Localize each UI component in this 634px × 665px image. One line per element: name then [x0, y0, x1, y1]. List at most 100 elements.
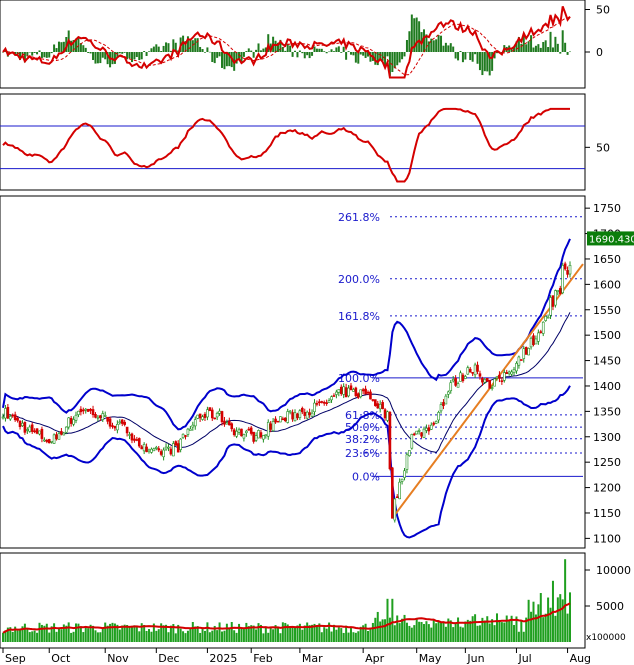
- candle-body: [461, 374, 465, 382]
- candle-body: [434, 421, 438, 424]
- macd-histogram-bar: [96, 52, 99, 64]
- macd-histogram-bar: [84, 47, 87, 52]
- candle-body: [159, 451, 163, 455]
- macd-histogram-bar: [191, 40, 194, 52]
- volume-bar: [269, 627, 272, 642]
- macd-histogram-bar: [189, 39, 192, 52]
- volume-bar: [381, 619, 384, 642]
- candle-body: [106, 416, 109, 422]
- macd-histogram-bar: [452, 46, 455, 52]
- volume-bar: [203, 630, 206, 642]
- candle-body: [369, 391, 372, 400]
- macd-histogram-bar: [16, 52, 19, 56]
- macd-histogram-bar: [228, 52, 231, 67]
- volume-bar: [498, 619, 501, 642]
- macd-histogram-bar: [79, 43, 82, 52]
- volume-bar: [213, 625, 216, 642]
- volume-bar: [240, 628, 243, 642]
- macd-histogram-bar: [213, 52, 216, 64]
- rsi-line: [2, 107, 570, 183]
- candle-body: [356, 393, 360, 398]
- volume-panel: 10000 5000 x100000: [2, 559, 631, 643]
- macd-histogram-bar: [444, 42, 447, 52]
- macd-histogram-bar: [306, 52, 309, 56]
- volume-bar: [525, 617, 528, 642]
- volume-bar: [53, 623, 56, 642]
- month-label: Feb: [253, 652, 272, 665]
- fibonacci-level-label: 261.8%: [338, 211, 380, 224]
- volume-bar: [259, 624, 262, 642]
- candle-body: [94, 414, 97, 418]
- volume-bar: [306, 622, 309, 642]
- candle-body: [9, 416, 12, 420]
- macd-histogram-bar: [422, 29, 425, 52]
- macd-histogram-bar: [561, 30, 564, 52]
- candle-body: [464, 376, 467, 379]
- macd-histogram-bar: [393, 52, 396, 69]
- macd-histogram-bar: [491, 52, 494, 71]
- volume-bar: [89, 624, 92, 642]
- macd-panel: 50 0: [2, 4, 610, 79]
- candle-body: [512, 369, 516, 373]
- candle-body: [155, 447, 158, 449]
- candle-body: [247, 428, 251, 431]
- macd-y-tick-label: 50: [596, 4, 610, 17]
- candle-body: [566, 270, 569, 275]
- macd-histogram-bar: [267, 34, 270, 52]
- volume-bar: [398, 623, 401, 642]
- macd-histogram-bar: [320, 48, 323, 52]
- candle-body: [72, 419, 75, 425]
- candle-body: [478, 373, 482, 377]
- macd-histogram-bar: [128, 52, 131, 59]
- volume-bar: [347, 632, 350, 642]
- macd-histogram-bar: [542, 41, 545, 52]
- candle-body: [490, 387, 494, 389]
- price-y-tick-label: 1600: [593, 278, 621, 291]
- macd-histogram-bar: [264, 47, 267, 52]
- volume-bar: [391, 598, 394, 642]
- candle-body: [471, 372, 474, 374]
- macd-histogram-bar: [206, 47, 209, 52]
- macd-histogram-bar: [303, 52, 306, 59]
- volume-bar: [162, 625, 165, 642]
- volume-bar: [444, 626, 447, 642]
- volume-bar: [401, 618, 404, 642]
- macd-histogram-bar: [145, 52, 148, 56]
- candle-body: [262, 435, 265, 440]
- candle-body: [310, 412, 314, 417]
- macd-histogram-bar: [28, 52, 31, 53]
- candle-body: [473, 364, 477, 376]
- candle-body: [352, 389, 355, 392]
- volume-bar: [23, 623, 26, 642]
- macd-histogram-bar: [340, 52, 343, 53]
- macd-histogram-bar: [430, 38, 433, 52]
- candle-body: [52, 434, 56, 444]
- volume-bar: [547, 597, 550, 642]
- candle-body: [172, 443, 175, 457]
- candle-body: [405, 454, 409, 470]
- macd-histogram-bar: [172, 39, 175, 52]
- candle-body: [537, 332, 540, 342]
- macd-histogram-bar: [337, 46, 340, 52]
- macd-histogram-bar: [21, 52, 24, 55]
- candle-body: [1, 416, 5, 419]
- macd-histogram-bar: [113, 52, 116, 64]
- volume-bar: [374, 617, 377, 642]
- candle-body: [108, 418, 112, 427]
- volume-y-tick-label: 5000: [596, 600, 624, 613]
- macd-histogram-bar: [449, 43, 452, 52]
- macd-histogram-bar: [566, 52, 569, 55]
- volume-bar: [420, 621, 423, 642]
- candle-body: [35, 428, 39, 434]
- candle-body: [254, 435, 258, 441]
- volume-bar: [320, 632, 323, 642]
- volume-bar: [14, 626, 17, 642]
- candle-body: [495, 376, 499, 379]
- volume-bar: [113, 623, 116, 642]
- macd-histogram-bar: [289, 45, 292, 52]
- volume-bar: [469, 620, 472, 642]
- candle-body: [364, 388, 367, 395]
- volume-bar: [345, 625, 348, 642]
- month-label: Apr: [365, 652, 385, 665]
- volume-bar: [62, 624, 65, 642]
